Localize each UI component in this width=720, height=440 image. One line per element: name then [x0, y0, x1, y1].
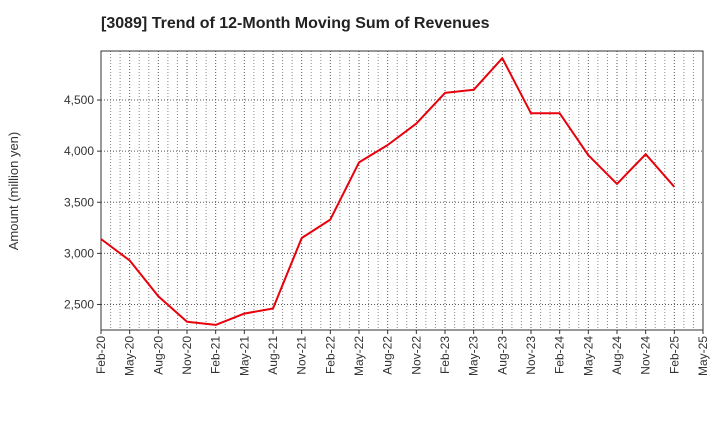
y-tick-label: 4,000 — [64, 144, 94, 158]
data-point — [415, 123, 417, 125]
y-tick-label: 3,500 — [64, 195, 94, 209]
x-tick-label: Feb-23 — [438, 336, 452, 374]
data-point — [530, 112, 532, 114]
data-point — [301, 237, 303, 239]
series-line — [100, 57, 676, 326]
data-point — [473, 89, 475, 91]
x-tick-label: Nov-23 — [524, 336, 538, 375]
data-point — [616, 183, 618, 185]
x-tick-label: Feb-24 — [553, 336, 567, 374]
y-tick-label: 3,000 — [64, 246, 94, 260]
x-tick-label: Nov-21 — [295, 336, 309, 375]
grid — [100, 51, 704, 330]
data-point — [645, 153, 647, 155]
data-point — [358, 161, 360, 163]
data-point — [100, 238, 102, 240]
x-tick-label: May-23 — [467, 336, 481, 376]
data-point — [673, 186, 675, 188]
data-point — [329, 219, 331, 221]
data-point — [186, 321, 188, 323]
x-tick-label: Nov-20 — [180, 336, 194, 375]
data-point — [501, 57, 503, 59]
chart-title: [3089] Trend of 12-Month Moving Sum of R… — [101, 15, 490, 32]
x-tick-label: Nov-24 — [639, 336, 653, 375]
x-tick-label: May-21 — [237, 336, 251, 376]
x-tick-label: Aug-24 — [610, 336, 624, 375]
y-tick-label: 2,500 — [64, 297, 94, 311]
x-tick-label: Aug-20 — [151, 336, 165, 375]
x-tick-label: Aug-22 — [381, 336, 395, 375]
x-tick-label: Feb-22 — [323, 336, 337, 374]
data-point — [243, 313, 245, 315]
data-point — [215, 324, 217, 326]
x-tick-label: May-24 — [581, 336, 595, 376]
x-tick-label: Aug-23 — [495, 336, 509, 375]
x-tick-label: May-22 — [352, 336, 366, 376]
data-point — [157, 295, 159, 297]
x-tick-label: Feb-21 — [209, 336, 223, 374]
data-point — [387, 144, 389, 146]
x-tick-label: Feb-20 — [94, 336, 108, 374]
x-tick-label: May-20 — [123, 336, 137, 376]
axes — [97, 50, 704, 334]
data-point — [559, 112, 561, 114]
x-tick-label: May-25 — [696, 336, 710, 376]
data-point — [129, 260, 131, 262]
x-tick-label: Feb-25 — [667, 336, 681, 374]
tick-labels: 2,500 3,000 3,500 4,000 4,500 Feb-20 May-20 Aug… — [64, 93, 710, 376]
data-point — [587, 154, 589, 156]
plot-frame — [100, 50, 704, 331]
x-tick-label: Aug-21 — [266, 336, 280, 375]
data-point — [272, 308, 274, 310]
data-point — [444, 92, 446, 94]
series-layer — [100, 57, 676, 326]
x-tick-label: Nov-22 — [409, 336, 423, 375]
y-axis-title: Amount (million yen) — [6, 132, 21, 251]
y-tick-label: 4,500 — [64, 93, 94, 107]
